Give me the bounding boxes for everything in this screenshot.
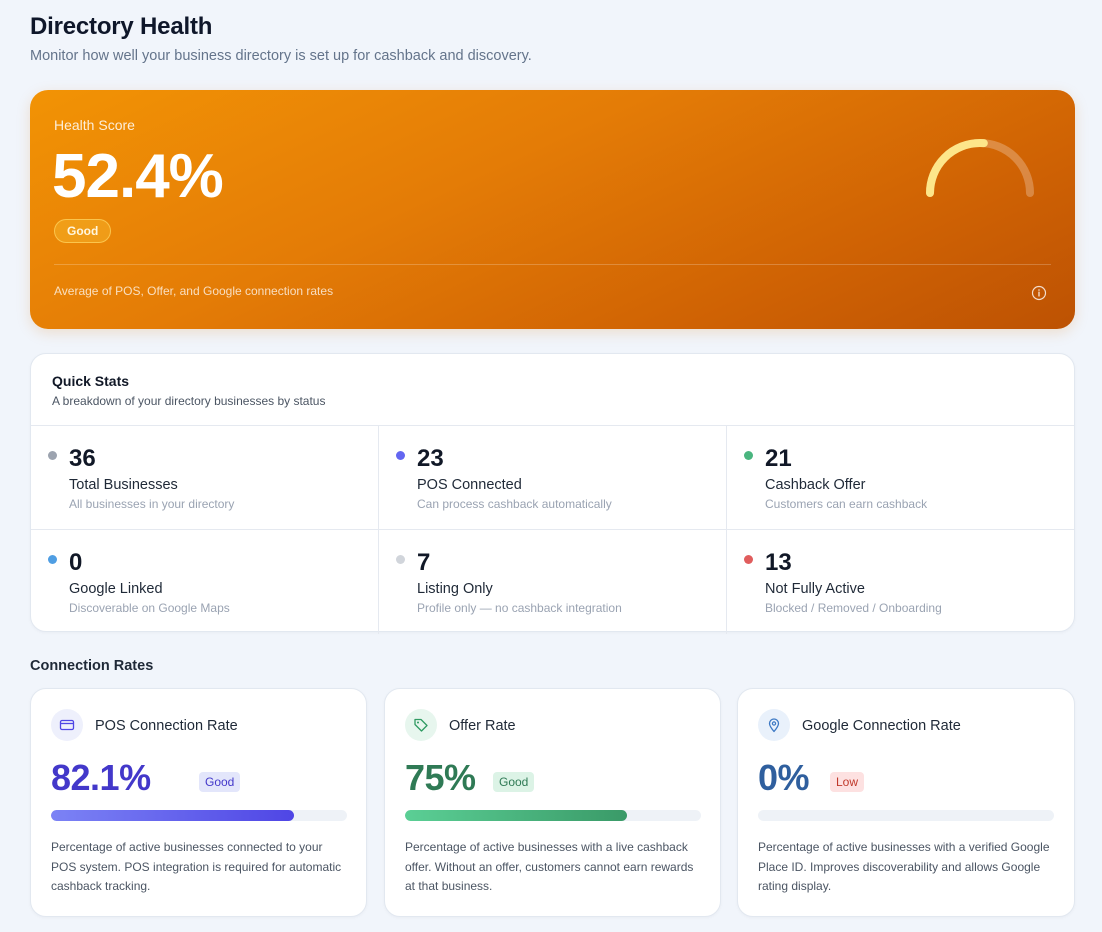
health-score-value: 52.4% [52, 142, 224, 211]
stat-description: Discoverable on Google Maps [69, 601, 230, 615]
rate-description: Percentage of active businesses connecte… [51, 840, 342, 893]
rate-title: Google Connection Rate [802, 718, 961, 734]
rate-status-badge: Low [830, 772, 865, 792]
rate-progress-fill [51, 810, 295, 821]
stat-value: 21 [765, 445, 792, 472]
gauge-fill [926, 139, 1034, 197]
rate-status-badge: Good [493, 772, 535, 792]
page-title: Directory Health [30, 13, 213, 40]
rate-progress-track [51, 810, 347, 821]
stat-cashback-offer: 21 Cashback Offer Customers can earn cas… [727, 426, 1074, 530]
rate-progress-track [405, 810, 701, 821]
tag-icon [414, 718, 428, 732]
offer-rate-card: Offer Rate 75% Good Percentage of active… [384, 688, 721, 917]
stat-pos-connected: 23 POS Connected Can process cashback au… [379, 426, 727, 530]
tag-icon-wrap [405, 709, 437, 741]
gauge-track [926, 139, 1034, 197]
health-score-label: Health Score [54, 117, 135, 133]
health-gauge [926, 139, 1034, 197]
health-status-badge: Good [54, 219, 112, 243]
quick-stats-grid: 36 Total Businesses All businesses in yo… [31, 425, 1074, 634]
rate-progress-track [758, 810, 1054, 821]
stat-google-linked: 0 Google Linked Discoverable on Google M… [31, 530, 379, 634]
page-subtitle: Monitor how well your business directory… [30, 48, 532, 64]
stat-description: Blocked / Removed / Onboarding [765, 601, 942, 615]
stat-value: 0 [69, 549, 83, 576]
stat-value: 36 [69, 445, 96, 472]
rate-value: 82.1% [51, 757, 151, 798]
status-dot [744, 451, 753, 460]
stat-value: 7 [417, 549, 431, 576]
connection-rates-title: Connection Rates [30, 658, 154, 674]
google-connection-rate-card: Google Connection Rate 0% Low Percentage… [737, 688, 1075, 917]
pos-connection-rate-card: POS Connection Rate 82.1% Good Percentag… [30, 688, 367, 917]
rate-description: Percentage of active businesses with a v… [758, 840, 1050, 893]
stat-label: Cashback Offer [765, 477, 866, 493]
rate-title: Offer Rate [449, 718, 516, 734]
stat-description: All businesses in your directory [69, 497, 235, 511]
rate-progress-fill [405, 810, 627, 821]
stat-description: Can process cashback automatically [417, 497, 612, 511]
rate-description: Percentage of active businesses with a l… [405, 840, 694, 893]
stat-listing-only: 7 Listing Only Profile only — no cashbac… [379, 530, 727, 634]
stat-not-fully-active: 13 Not Fully Active Blocked / Removed / … [727, 530, 1074, 634]
quick-stats-subtitle: A breakdown of your directory businesses… [52, 394, 326, 408]
rate-title: POS Connection Rate [95, 718, 238, 734]
quick-stats-card: Quick Stats A breakdown of your director… [30, 353, 1075, 634]
health-divider [54, 264, 1051, 265]
credit-card-icon-wrap [51, 709, 83, 741]
stat-total-businesses: 36 Total Businesses All businesses in yo… [31, 426, 379, 530]
health-score-note: Average of POS, Offer, and Google connec… [54, 284, 334, 298]
map-pin-icon-wrap [758, 709, 790, 741]
status-dot [48, 555, 57, 564]
stat-label: Total Businesses [69, 477, 178, 493]
status-dot [396, 555, 405, 564]
stat-value: 23 [417, 445, 444, 472]
info-icon[interactable] [1031, 285, 1047, 301]
status-dot [48, 451, 57, 460]
rate-value: 75% [405, 757, 476, 798]
stat-label: Google Linked [69, 581, 163, 597]
stat-description: Profile only — no cashback integration [417, 601, 622, 615]
rate-status-badge: Good [199, 772, 241, 792]
map-pin-icon [768, 718, 780, 733]
stat-label: Listing Only [417, 581, 493, 597]
quick-stats-title: Quick Stats [52, 373, 130, 389]
credit-card-icon [59, 719, 75, 731]
health-score-card: Health Score 52.4% Good Average of POS, … [30, 90, 1075, 329]
stat-label: Not Fully Active [765, 581, 865, 597]
stat-label: POS Connected [417, 477, 522, 493]
status-dot [396, 451, 405, 460]
stat-description: Customers can earn cashback [765, 497, 928, 511]
status-dot [744, 555, 753, 564]
stat-value: 13 [765, 549, 792, 576]
rate-value: 0% [758, 757, 810, 798]
